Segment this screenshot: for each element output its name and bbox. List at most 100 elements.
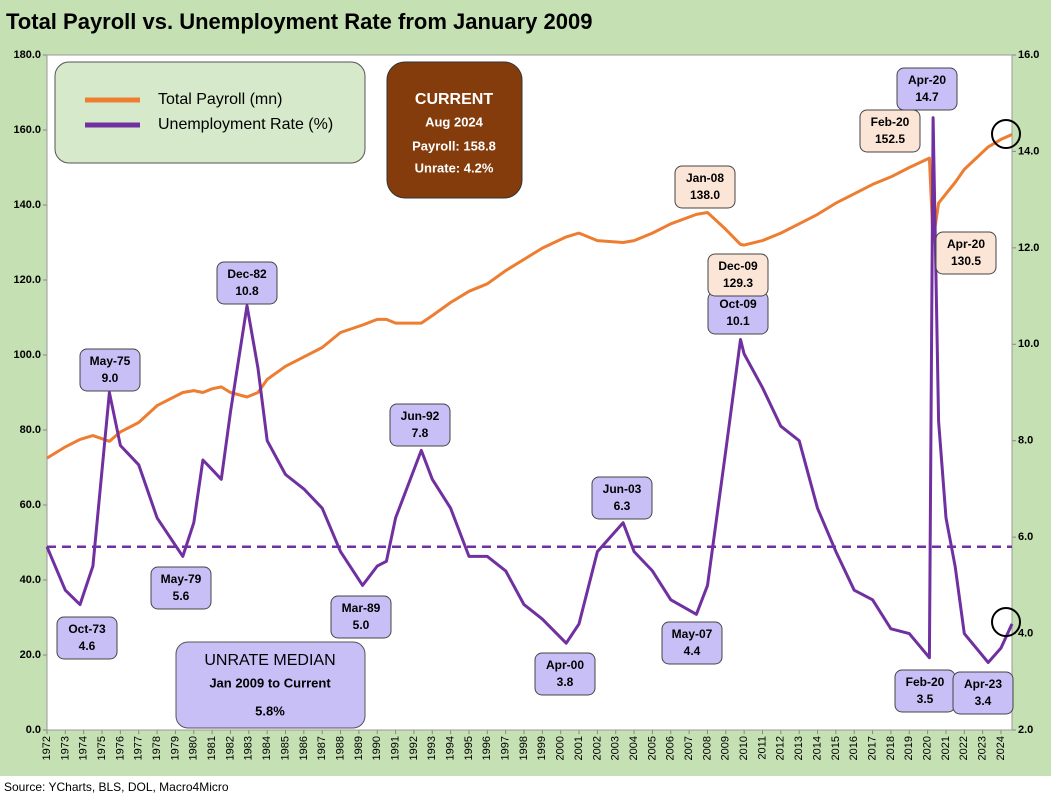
callout: Apr-20 14.7 — [896, 67, 958, 111]
callout-value: 9.0 — [102, 371, 119, 385]
callout-box — [389, 403, 451, 447]
current-text: Unrate: 4.2% — [415, 160, 494, 175]
current-box — [386, 61, 523, 199]
y2-tick-label: 12.0 — [1018, 242, 1039, 254]
x-tick-label: 1997 — [500, 736, 512, 760]
callout-value: 6.3 — [614, 499, 631, 513]
callout: May-75 9.0 — [79, 348, 141, 392]
x-tick-label: 1980 — [188, 736, 200, 760]
x-tick-label: 2008 — [701, 736, 713, 760]
x-tick-label: 2012 — [775, 736, 787, 760]
x-tick-label: 2019 — [903, 736, 915, 760]
y2-tick-label: 6.0 — [1018, 531, 1033, 543]
callout-value: 10.8 — [235, 284, 259, 298]
x-tick-label: 2016 — [848, 736, 860, 760]
callout-label: Dec-09 — [718, 259, 758, 273]
y-tick-label: 160.0 — [13, 124, 41, 136]
x-tick-label: 1985 — [279, 736, 291, 760]
x-tick-label: 1978 — [151, 736, 163, 760]
legend-label: Unemployment Rate (%) — [158, 116, 333, 133]
callout-label: May-79 — [161, 572, 202, 586]
callout-box — [935, 231, 997, 275]
callout-label: Mar-89 — [342, 601, 381, 615]
callout-value: 5.0 — [353, 618, 370, 632]
source: Source: YCharts, BLS, DOL, Macro4Micro — [4, 780, 229, 794]
x-tick-label: 1995 — [463, 736, 475, 760]
x-tick-label: 2005 — [646, 736, 658, 760]
callout-value: 3.4 — [975, 694, 992, 708]
callout-box — [674, 165, 736, 209]
callout-value: 152.5 — [875, 132, 905, 146]
x-tick-label: 1994 — [445, 736, 457, 760]
x-tick-label: 1981 — [206, 736, 218, 760]
x-tick-label: 2011 — [756, 736, 768, 760]
x-tick-label: 2000 — [555, 736, 567, 760]
callout: Mar-89 5.0 — [330, 595, 392, 639]
x-tick-label: 2022 — [958, 736, 970, 760]
callout-box — [216, 261, 278, 305]
x-tick-label: 2018 — [885, 736, 897, 760]
x-tick-label: 2001 — [573, 736, 585, 760]
callout: Jan-08 138.0 — [674, 165, 736, 209]
x-tick-label: 1998 — [518, 736, 530, 760]
y2-tick-label: 14.0 — [1018, 145, 1039, 157]
callout-box — [79, 348, 141, 392]
x-tick-label: 1973 — [59, 736, 71, 760]
callout-value: 7.8 — [412, 426, 429, 440]
series-line — [46, 133, 1013, 460]
callout-box — [896, 67, 958, 111]
y2-tick-label: 16.0 — [1018, 49, 1039, 61]
callout-value: 14.7 — [915, 90, 939, 104]
callout-value: 5.6 — [173, 589, 190, 603]
y2-tick-label: 2.0 — [1018, 724, 1033, 736]
x-tick-label: 1972 — [41, 736, 53, 760]
x-tick-label: 2014 — [811, 736, 823, 760]
x-tick-label: 1988 — [334, 736, 346, 760]
y-tick-label: 0.0 — [26, 724, 41, 736]
median-text: UNRATE MEDIAN — [204, 652, 335, 669]
callout-box — [534, 652, 596, 696]
callout-label: Dec-82 — [227, 267, 267, 281]
x-tick-label: 1990 — [371, 736, 383, 760]
y-tick-label: 180.0 — [13, 49, 41, 61]
y-tick-label: 60.0 — [20, 499, 41, 511]
callout-label: Apr-00 — [546, 658, 584, 672]
x-tick-label: 1976 — [114, 736, 126, 760]
x-tick-label: 1996 — [481, 736, 493, 760]
legend-box — [54, 61, 366, 164]
x-tick-label: 2002 — [591, 736, 603, 760]
callout: Apr-23 3.4 — [952, 671, 1014, 715]
callout: Oct-73 4.6 — [56, 616, 118, 660]
x-tick-label: 1989 — [353, 736, 365, 760]
x-tick-label: 1983 — [243, 736, 255, 760]
y2-tick-label: 4.0 — [1018, 627, 1033, 639]
callout-box — [56, 616, 118, 660]
current-text: Payroll: 158.8 — [412, 138, 496, 153]
callout-box — [952, 671, 1014, 715]
x-tick-label: 2021 — [940, 736, 952, 760]
median-box — [175, 641, 366, 729]
callout-label: Jan-08 — [686, 171, 724, 185]
callout-value: 10.1 — [726, 314, 750, 328]
callout: May-07 4.4 — [661, 621, 723, 665]
median-text: Jan 2009 to Current — [209, 675, 331, 690]
x-tick-label: 1974 — [78, 736, 90, 760]
callout-label: Jun-03 — [603, 482, 642, 496]
y2-tick-label: 8.0 — [1018, 435, 1033, 447]
x-tick-label: 2004 — [628, 736, 640, 760]
x-tick-label: 2007 — [683, 736, 695, 760]
y-tick-label: 40.0 — [20, 574, 41, 586]
callout-value: 4.4 — [684, 644, 701, 658]
callout: Jun-92 7.8 — [389, 403, 451, 447]
callout-value: 3.8 — [557, 675, 574, 689]
x-tick-label: 2024 — [995, 736, 1007, 760]
y-tick-label: 140.0 — [13, 199, 41, 211]
plot-border — [46, 54, 1013, 731]
y2-tick-label: 10.0 — [1018, 338, 1039, 350]
callout-label: Oct-09 — [719, 297, 757, 311]
x-tick-label: 2023 — [977, 736, 989, 760]
x-tick-label: 2009 — [720, 736, 732, 760]
callout-box — [330, 595, 392, 639]
callout: May-79 5.6 — [150, 566, 212, 610]
